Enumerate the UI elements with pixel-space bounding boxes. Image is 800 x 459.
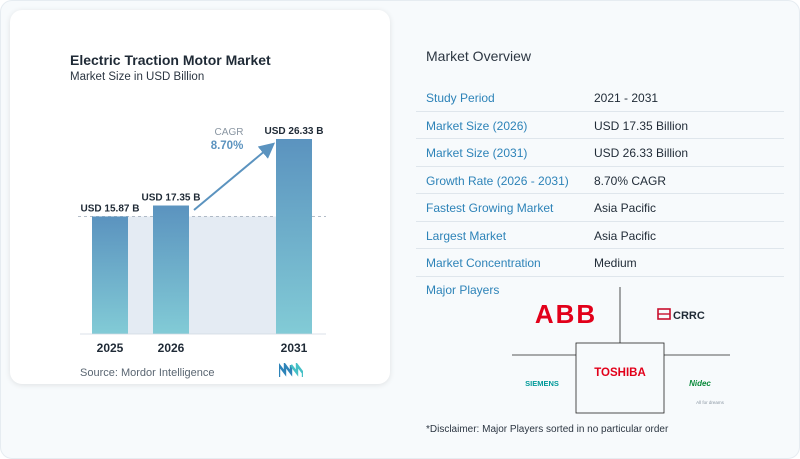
overview-value: 2021 - 2031 — [594, 91, 659, 105]
bar-value-label: USD 26.33 B — [265, 126, 324, 137]
major-players-grid: ABB CRRC TOSHIBA SIEMENS Nidec All for d… — [512, 287, 730, 414]
overview-row-market-concentration: Market Concentration Medium — [416, 249, 784, 277]
nidec-tagline: All for dreams — [696, 400, 725, 405]
overview-label: Market Size (2031) — [426, 146, 528, 160]
overview-value: 8.70% CAGR — [594, 173, 667, 188]
overview-row-study-period: Study Period 2021 - 2031 — [416, 84, 784, 112]
player-divider — [575, 342, 665, 414]
overview-value: Asia Pacific — [594, 228, 657, 243]
bar — [276, 139, 312, 334]
overview-label: Study Period — [426, 91, 495, 105]
overview-label: Largest Market — [426, 228, 507, 243]
bar-chart: USD 15.87 B 2025 USD 17.35 B 2026 USD 26.33 … — [78, 126, 326, 355]
overview-label: Growth Rate (2026 - 2031) — [426, 173, 569, 188]
mordor-intelligence-logo-icon — [279, 363, 303, 377]
chart-subtitle: Market Size in USD Billion — [70, 71, 205, 83]
cagr-value: 8.70% — [211, 140, 244, 152]
cagr-label: CAGR — [215, 127, 244, 138]
overview-row-growth-rate: Growth Rate (2026 - 2031) 8.70% CAGR — [416, 167, 784, 194]
overview-label: Fastest Growing Market — [426, 201, 554, 215]
overview-value: USD 17.35 Billion — [594, 118, 689, 133]
x-tick-label: 2026 — [158, 341, 185, 355]
market-overview-table: Study Period 2021 - 2031 Market Size (20… — [416, 84, 784, 277]
x-tick-label: 2025 — [97, 341, 124, 355]
overview-row-largest-market: Largest Market Asia Pacific — [416, 222, 784, 249]
disclaimer-text: *Disclaimer: Major Players sorted in no … — [426, 424, 669, 435]
overview-row-market-size-2026: Market Size (2026) USD 17.35 Billion — [416, 112, 784, 139]
source-label: Source: Mordor Intelligence — [80, 367, 215, 379]
bar — [153, 205, 189, 334]
bar-value-label: USD 15.87 B — [81, 203, 140, 214]
chart-title: Electric Traction Motor Market — [70, 52, 271, 68]
overview-row-market-size-2031: Market Size (2031) USD 26.33 Billion — [416, 139, 784, 167]
overview-label: Market Size (2026) — [426, 118, 528, 133]
market-overview-title: Market Overview — [426, 48, 532, 64]
major-players-title: Major Players — [426, 283, 500, 297]
crrc-logo-text: CRRC — [673, 310, 705, 322]
toshiba-logo: TOSHIBA — [594, 367, 646, 379]
overview-value: USD 26.33 Billion — [594, 146, 689, 160]
cagr-arrow — [193, 142, 276, 211]
reference-band — [128, 216, 276, 334]
x-tick-label: 2031 — [281, 341, 308, 355]
bar-value-label: USD 17.35 B — [142, 193, 201, 204]
overview-label: Market Concentration — [426, 256, 541, 270]
overview-value: Medium — [594, 256, 637, 270]
overview-value: Asia Pacific — [594, 201, 657, 215]
abb-logo: ABB — [535, 299, 597, 329]
nidec-logo: Nidec — [689, 379, 711, 388]
overview-row-fastest-growing-market: Fastest Growing Market Asia Pacific — [416, 194, 784, 222]
siemens-logo: SIEMENS — [525, 379, 559, 388]
crrc-logo: CRRC — [657, 308, 705, 322]
bar — [92, 216, 128, 334]
